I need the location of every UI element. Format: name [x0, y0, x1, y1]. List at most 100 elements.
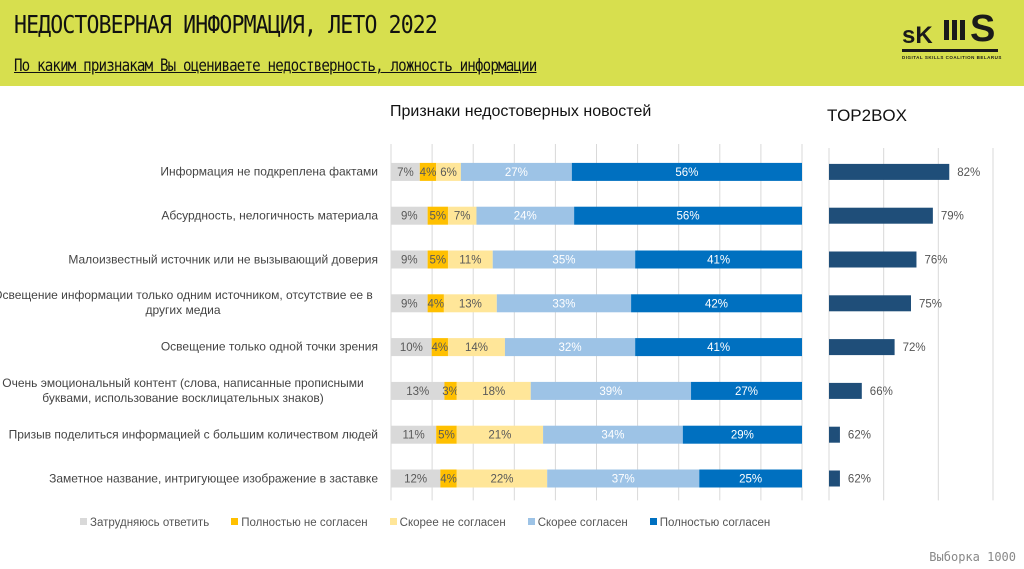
bar-segment-label: 9% [401, 211, 418, 223]
t2b-value-label: 75% [919, 298, 942, 310]
bar-segment-label: 11% [459, 255, 481, 267]
legend: Затрудняюсь ответить Полностью не согласе… [80, 517, 792, 529]
bar-segment-label: 13% [406, 386, 429, 398]
legend-swatch-icon [80, 518, 87, 525]
bar-segment [456, 381, 531, 400]
bar-segment [571, 162, 802, 181]
bar-segment [391, 469, 441, 488]
t2b-value-label: 79% [941, 211, 964, 223]
bar-segment [427, 294, 444, 313]
bar-segment [543, 425, 683, 444]
t2b-value-label: 82% [957, 167, 980, 179]
bar-segment-label: 5% [438, 430, 455, 442]
t2b-value-label: 66% [870, 386, 893, 398]
bar-segment [447, 250, 493, 269]
legend-swatch-icon [231, 518, 239, 525]
category-label: Освещение только одной точки зрения [160, 339, 378, 354]
bar-segment-label: 41% [707, 342, 730, 354]
bar-segment-label: 41% [707, 255, 730, 267]
bar-segment-label: 37% [612, 474, 635, 486]
bar-segment [635, 338, 802, 357]
category-label: Освещение информации только одним источн… [0, 288, 373, 318]
t2b-bar [829, 163, 950, 180]
t2b-bar [829, 426, 840, 443]
bar-segment [436, 425, 457, 444]
main-chart-title: Признаки недостоверных новостей [390, 103, 652, 120]
bar-segment-label: 56% [675, 167, 698, 179]
logo-text-left: sK [902, 22, 933, 49]
sample-size: Выборка 1000 [929, 550, 1016, 564]
bar-segment-label: 27% [735, 386, 758, 398]
t2b-bar [829, 382, 862, 399]
legend-item: Полностью не согласен [231, 517, 368, 529]
logo-text-right: S [970, 8, 996, 50]
bar-segment [419, 162, 437, 181]
bar-segment [456, 425, 544, 444]
bar-segment [436, 162, 461, 181]
bar-segment-label: 25% [739, 474, 762, 486]
bar-segment [504, 338, 636, 357]
legend-item: Скорее согласен [527, 517, 628, 529]
logo-underline [902, 49, 998, 52]
bar-segment-label: 10% [400, 342, 423, 354]
legend-label: Скорее согласен [537, 517, 628, 529]
bar-segment [391, 381, 445, 400]
t2b-value-label: 76% [924, 255, 947, 267]
bar-segment-label: 24% [514, 211, 537, 223]
bar-segment [391, 294, 428, 313]
bar-segment [476, 206, 575, 225]
legend-label: Скорее не согласен [399, 517, 506, 529]
bar-segment [456, 469, 548, 488]
bar-segment-label: 42% [705, 298, 728, 310]
legend-item: Полностью согласен [649, 517, 770, 529]
category-label: Заметное название, интригующее изображен… [49, 471, 378, 485]
top2box-chart-title: TOP2BOX [827, 106, 907, 125]
t2b-value-label: 72% [903, 342, 926, 354]
bar-segment [574, 206, 802, 225]
bar-segment-label: 4% [432, 342, 449, 354]
bar-segment-label: 22% [490, 474, 513, 486]
legend-swatch-icon [389, 518, 397, 525]
legend-item: Затрудняюсь ответить [80, 517, 209, 529]
bar-segment-label: 7% [397, 167, 414, 179]
t2b-bar [829, 207, 933, 224]
bar-segment [431, 338, 448, 357]
bar-segment-label: 6% [440, 167, 457, 179]
bar-segment-label: 4% [420, 167, 437, 179]
header-banner: НЕДОСТОВЕРНАЯ ИНФОРМАЦИЯ, ЛЕТО 2022 По к… [0, 0, 1024, 86]
legend-label: Затрудняюсь ответить [90, 517, 210, 529]
bar-segment-label: 4% [427, 298, 444, 310]
bar-segment [427, 250, 448, 269]
bar-segment-label: 9% [401, 298, 418, 310]
legend-label: Полностью не согласен [241, 517, 368, 529]
bar-segment-label: 33% [552, 298, 575, 310]
bar-segment [631, 294, 802, 313]
bar-segment [391, 162, 420, 181]
bar-segment [444, 381, 457, 400]
bar-segment-label: 35% [552, 255, 575, 267]
bar-segment-label: 5% [429, 211, 446, 223]
page-title: НЕДОСТОВЕРНАЯ ИНФОРМАЦИЯ, ЛЕТО 2022 [14, 10, 438, 39]
category-label: Очень эмоциональный контент (слова, напи… [2, 375, 364, 405]
bar-segment [635, 250, 802, 269]
bar-segment [440, 469, 457, 488]
bar-segment-label: 39% [599, 386, 622, 398]
bar-segment-label: 34% [601, 430, 624, 442]
bar-segment [447, 206, 477, 225]
bar-segment [391, 338, 432, 357]
skills-logo: sK S DIGITAL SKILLS COALITION BELARUS [902, 8, 1012, 66]
bar-segment [391, 425, 437, 444]
bar-segment [530, 381, 692, 400]
logo-bars-icon [944, 20, 968, 45]
bar-segment-label: 29% [731, 430, 754, 442]
t2b-bar [829, 295, 911, 312]
category-label: Абсурдность, нелогичность материала [161, 208, 378, 223]
bar-segment [391, 250, 428, 269]
bar-segment [691, 381, 802, 400]
bar-segment-label: 11% [403, 430, 425, 442]
page-subtitle: По каким признакам Вы оцениваете недоств… [14, 56, 537, 75]
bar-segment-label: 32% [559, 342, 582, 354]
bar-segment-label: 12% [404, 474, 427, 486]
bar-segment [547, 469, 700, 488]
category-label: Информация не подкреплена фактами [160, 164, 378, 179]
